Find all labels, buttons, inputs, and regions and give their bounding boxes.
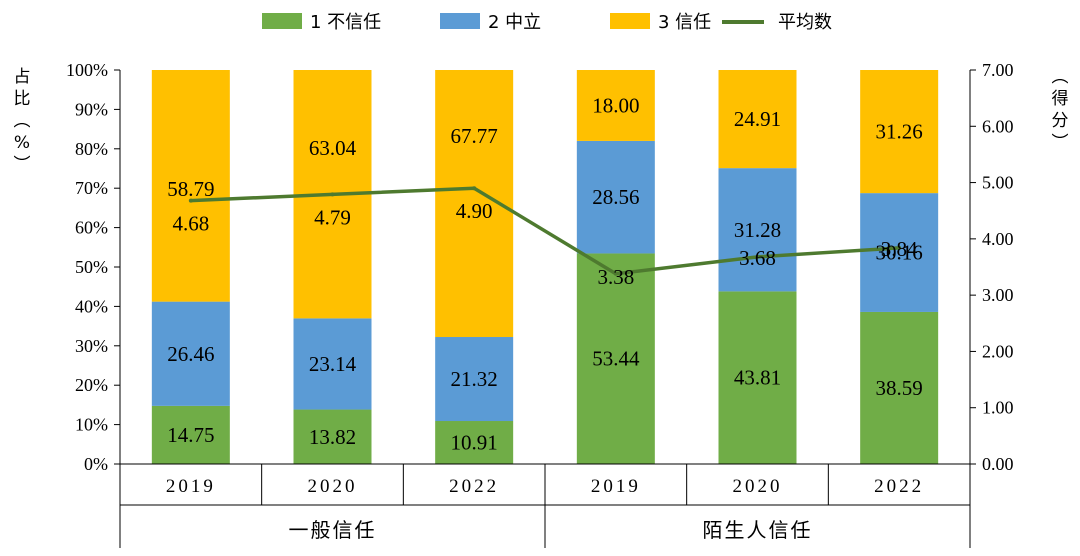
bar-value-label: 13.82 [309,425,356,449]
bar-segment [293,318,372,410]
y-tick-label-left: 20% [75,375,108,395]
legend-label: 3 信任 [658,12,711,33]
y-tick-label-left: 70% [75,178,108,198]
y-tick-label-right: 1.00 [982,398,1014,418]
bar-value-label: 18.00 [592,93,639,117]
bar-segment [151,405,230,464]
y-tick-label-left: 30% [75,336,108,356]
bar-value-label: 28.56 [592,185,639,209]
y-tick-label-right: 4.00 [982,229,1014,249]
y-tick-label-right: 3.00 [982,285,1014,305]
average-line-path [190,186,900,276]
legend-label: 1 不信任 [310,12,381,33]
axes: 0% 10% 20% 30% 40% 50% 60% 70% 80% 90% 100% 0.00 1.0… [66,60,1014,548]
legend-label: 平均数 [778,12,832,33]
bar-value-label: 38.59 [876,376,923,400]
bar-segment [293,409,372,464]
y-tick-label-right: 6.00 [982,116,1014,136]
bar-value-label: 21.32 [451,367,498,391]
average-value-label: 3.84 [881,237,918,261]
average-value-label: 3.38 [597,265,634,289]
average-point [472,186,477,191]
average-value-label: 4.90 [456,199,493,223]
bar-value-label: 30.16 [876,241,923,265]
bar-value-label: 23.14 [309,352,357,376]
x-tick-label: 2019 [591,476,641,497]
bar-value-label: 63.04 [309,136,357,160]
average-point [613,271,618,276]
average-value-label: 3.68 [739,246,776,270]
bar-value-label: 67.77 [451,124,498,148]
bar-segment [860,70,939,194]
average-point [755,254,760,259]
axis-title: ︵得分︶ [1052,67,1069,153]
average-value-label: 4.79 [314,205,351,229]
average-point [897,245,902,250]
bar-value-label: 10.91 [451,431,498,455]
axis-title: 占比︵% ︶ [14,67,31,175]
legend-label: 2 中立 [488,12,541,33]
bar-segment [435,421,514,464]
x-tick-label: 2022 [874,476,924,497]
bar-segment [576,140,655,254]
y-tick-label-left: 10% [75,415,108,435]
bar-segment [718,70,797,169]
bar-value-label: 14.75 [167,423,214,447]
bar-value-label: 53.44 [592,347,640,371]
bar-segment [718,168,797,292]
bar-segment [151,70,230,302]
bar-value-label: 31.28 [734,218,781,242]
y-tick-label-left: 0% [84,454,108,474]
average-value-label: 4.68 [172,212,209,236]
legend-swatch [262,13,302,29]
bar-value-label: 31.26 [876,120,923,144]
average-point [330,192,335,197]
bar-segment [435,337,514,422]
y-axis-left-label: 占比︵% ︶ [14,67,31,175]
bars [151,70,939,464]
y-tick-label-left: 60% [75,218,108,238]
bar-value-label: 26.46 [167,342,214,366]
x-tick-label: 2020 [733,476,783,497]
bar-value-label: 43.81 [734,366,781,390]
bar-segment [576,253,655,464]
bar-segment [576,70,655,141]
legend-swatch [610,13,650,29]
x-tick-label: 2020 [308,476,358,497]
bar-segment [151,301,230,406]
bar-segment [718,291,797,464]
data-labels: 14.75 26.46 58.79 13.82 23.14 63.04 10.91 21.32… [167,93,923,454]
x-group-label: 一般信任 [289,518,377,542]
bar-value-label: 24.91 [734,107,781,131]
y-tick-label-left: 80% [75,139,108,159]
bar-value-label: 58.79 [167,177,214,201]
y-tick-label-left: 100% [66,60,108,80]
legend: 1 不信任 2 中立 3 信任 平均数 [262,12,832,33]
bar-segment [860,193,939,312]
y-tick-label-right: 7.00 [982,60,1014,80]
y-tick-label-right: 0.00 [982,454,1014,474]
x-tick-label: 2019 [166,476,216,497]
y-axis-right-label: ︵得分︶ [1052,67,1069,153]
average-line [188,186,902,276]
x-group-label: 陌生人信任 [703,518,813,542]
y-tick-label-left: 90% [75,99,108,119]
x-tick-label: 2022 [449,476,499,497]
bar-segment [860,311,939,464]
y-tick-label-right: 2.00 [982,341,1014,361]
y-tick-label-left: 50% [75,257,108,277]
y-tick-label-right: 5.00 [982,173,1014,193]
legend-swatch [440,13,480,29]
y-tick-label-left: 40% [75,296,108,316]
average-point [188,198,193,203]
